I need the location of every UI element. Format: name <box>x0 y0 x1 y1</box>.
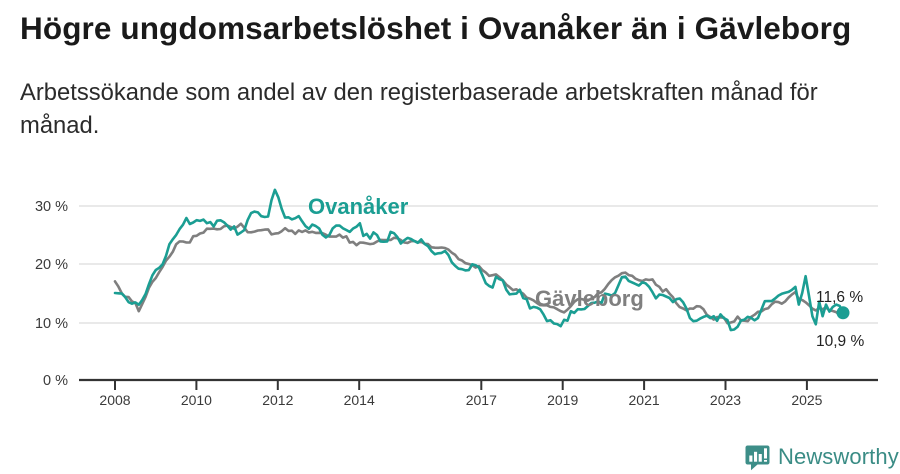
svg-text:2008: 2008 <box>99 392 130 408</box>
svg-text:20 %: 20 % <box>35 257 68 273</box>
svg-text:2021: 2021 <box>629 392 660 408</box>
svg-text:2014: 2014 <box>344 392 375 408</box>
svg-text:0 %: 0 % <box>43 373 68 389</box>
svg-text:30 %: 30 % <box>35 199 68 215</box>
svg-text:10 %: 10 % <box>35 316 68 332</box>
svg-text:2017: 2017 <box>466 392 497 408</box>
svg-text:11,6 %: 11,6 % <box>816 289 863 306</box>
svg-text:Gävleborg: Gävleborg <box>535 286 644 311</box>
svg-text:2019: 2019 <box>547 392 578 408</box>
svg-text:2023: 2023 <box>710 392 741 408</box>
svg-text:2012: 2012 <box>262 392 293 408</box>
svg-text:2025: 2025 <box>791 392 822 408</box>
svg-text:2010: 2010 <box>181 392 212 408</box>
svg-text:Ovanåker: Ovanåker <box>308 194 409 219</box>
svg-text:10,9 %: 10,9 % <box>816 333 864 350</box>
